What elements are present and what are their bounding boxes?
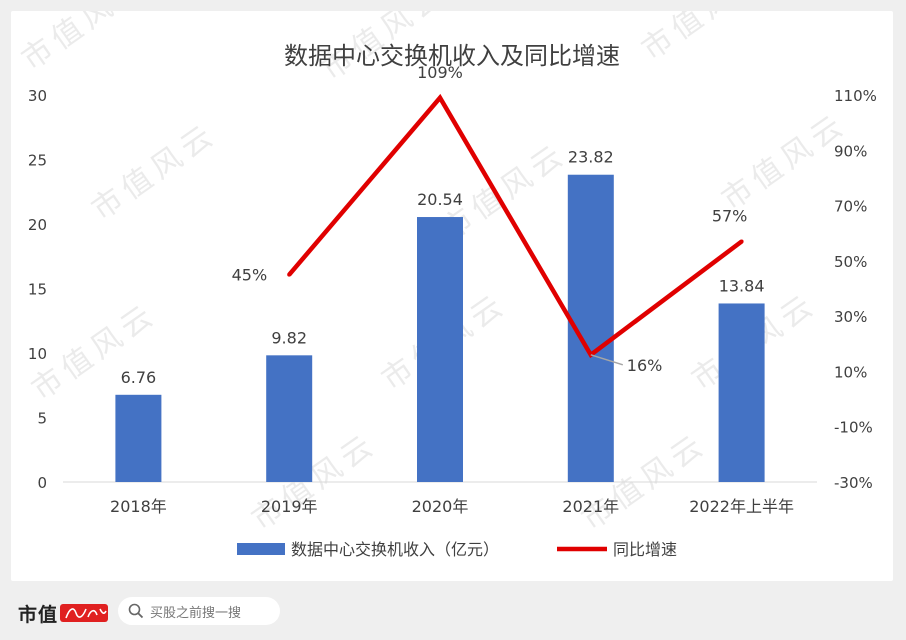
search-box[interactable]: 买股之前搜一搜: [118, 597, 280, 625]
watermark-text: 市值风云: [716, 106, 854, 217]
watermark-text: 市值风云: [636, 11, 774, 68]
legend-bar-swatch: [237, 543, 285, 555]
x-tick-label: 2018年: [110, 497, 167, 516]
y-right-tick-label: -30%: [834, 474, 873, 492]
bar-data-label: 13.84: [719, 276, 765, 295]
y-right-tick-label: 50%: [834, 253, 867, 271]
bar-data-label: 6.76: [121, 368, 157, 387]
growth-point: [739, 239, 744, 244]
bar-data-label: 20.54: [417, 190, 463, 209]
chart-title: 数据中心交换机收入及同比增速: [284, 42, 620, 70]
bar: [718, 303, 765, 482]
line-data-label: 57%: [712, 207, 748, 226]
y-left-tick-label: 0: [37, 474, 47, 492]
line-data-label: 45%: [232, 266, 268, 285]
y-left-tick-label: 10: [28, 345, 47, 363]
legend-bar-label: 数据中心交换机收入（亿元）: [291, 540, 499, 559]
y-left-tick-label: 25: [28, 152, 47, 170]
x-tick-label: 2020年: [412, 497, 469, 516]
y-right-tick-label: 90%: [834, 142, 867, 160]
y-left-tick-label: 15: [28, 281, 47, 299]
y-right-tick-label: 70%: [834, 198, 867, 216]
y-right-tick-label: 110%: [834, 87, 877, 105]
x-tick-label: 2022年上半年: [689, 497, 794, 516]
x-tick-label: 2019年: [261, 497, 318, 516]
line-data-label: 16%: [627, 356, 663, 375]
y-left-tick-label: 30: [28, 87, 47, 105]
growth-point: [438, 95, 442, 100]
search-placeholder: 买股之前搜一搜: [150, 605, 242, 621]
x-tick-label: 2021年: [562, 497, 619, 516]
y-left-tick-label: 20: [28, 216, 47, 234]
bar: [266, 355, 313, 482]
brand-logo[interactable]: 市值: [18, 600, 110, 626]
bar-data-label: 9.82: [271, 328, 307, 347]
y-right-tick-label: -10%: [834, 419, 873, 437]
label-leader-line: [590, 354, 624, 366]
legend-line-label: 同比增速: [613, 540, 677, 559]
search-icon: [128, 603, 144, 619]
footer-bar: 市值 买股之前搜一搜: [0, 582, 906, 640]
growth-point: [287, 272, 292, 277]
watermark-text: 市值风云: [16, 11, 154, 78]
bar-data-label: 23.82: [568, 148, 614, 167]
logo-text: 市值: [18, 603, 59, 626]
bar: [115, 394, 162, 482]
y-right-tick-label: 10%: [834, 363, 867, 381]
y-right-tick-label: 30%: [834, 308, 867, 326]
combo-chart: 市值风云市值风云市值风云市值风云市值风云市值风云市值风云市值风云市值风云市值风云…: [16, 11, 877, 559]
growth-line: [287, 93, 743, 359]
chart-card: 市值风云市值风云市值风云市值风云市值风云市值风云市值风云市值风云市值风云市值风云…: [11, 11, 893, 581]
watermark-text: 市值风云: [86, 116, 224, 227]
logo-mark-icon: [60, 604, 109, 622]
line-data-label: 109%: [417, 63, 463, 82]
y-left-tick-label: 5: [37, 410, 47, 428]
bar: [417, 217, 463, 482]
